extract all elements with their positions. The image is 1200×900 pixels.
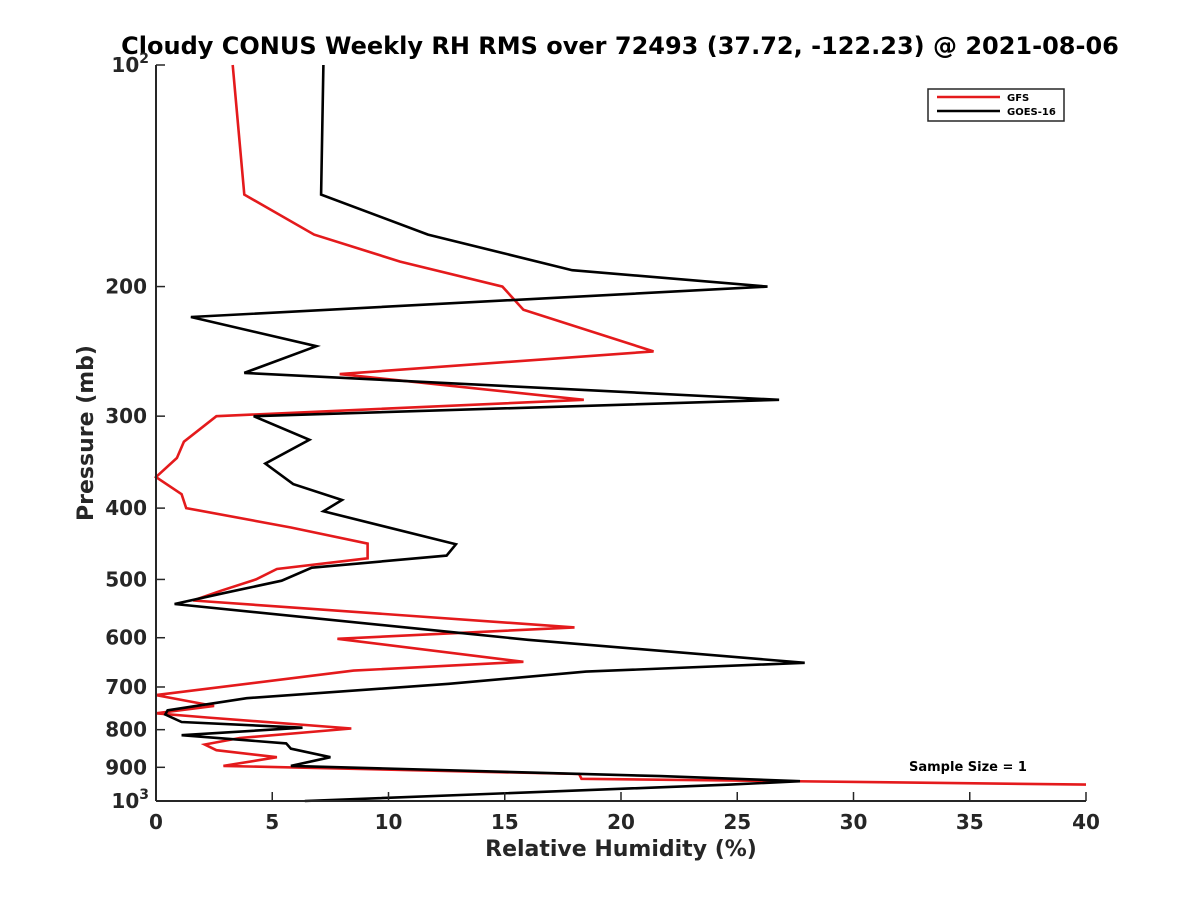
series-line-goes-16 bbox=[163, 64, 805, 803]
y-tick-label: 600 bbox=[105, 626, 147, 650]
x-axis-title: Relative Humidity (%) bbox=[485, 837, 757, 862]
x-tick-label: 15 bbox=[491, 810, 519, 834]
x-tick-label: 30 bbox=[840, 810, 868, 834]
x-tick-label: 20 bbox=[607, 810, 635, 834]
legend-label-gfs: GFS bbox=[1007, 93, 1029, 104]
legend-box bbox=[927, 88, 1065, 122]
y-tick-label: 200 bbox=[105, 275, 147, 299]
legend: GFS GOES-16 bbox=[927, 88, 1065, 122]
y-tick-label: 400 bbox=[105, 496, 147, 520]
chart-title: Cloudy CONUS Weekly RH RMS over 72493 (3… bbox=[121, 32, 1119, 60]
y-tick-label: 900 bbox=[105, 755, 147, 779]
y-axis-title: Pressure (mb) bbox=[74, 345, 99, 521]
x-tick-label: 5 bbox=[265, 810, 279, 834]
x-tick-label: 40 bbox=[1072, 810, 1100, 834]
y-tick-label: 500 bbox=[105, 567, 147, 591]
series-layer bbox=[153, 64, 1087, 803]
y-tick-label: 800 bbox=[105, 718, 147, 742]
y-tick-label: 700 bbox=[105, 675, 147, 699]
legend-label-goes-16: GOES-16 bbox=[1007, 107, 1056, 118]
y-tick-label: 103 bbox=[111, 787, 149, 813]
series-line-gfs bbox=[153, 64, 1087, 786]
x-tick-label: 10 bbox=[375, 810, 403, 834]
y-tick-label: 102 bbox=[111, 51, 149, 77]
sample-size-annotation: Sample Size = 1 bbox=[909, 760, 1027, 775]
x-tick-label: 35 bbox=[956, 810, 984, 834]
y-tick-label: 300 bbox=[105, 404, 147, 428]
ticks-layer: 0 5 10 15 20 25 30 35 40 102 200 300 400 500 600 700 800… bbox=[105, 51, 1100, 834]
x-tick-label: 25 bbox=[723, 810, 751, 834]
x-tick-label: 0 bbox=[149, 810, 163, 834]
